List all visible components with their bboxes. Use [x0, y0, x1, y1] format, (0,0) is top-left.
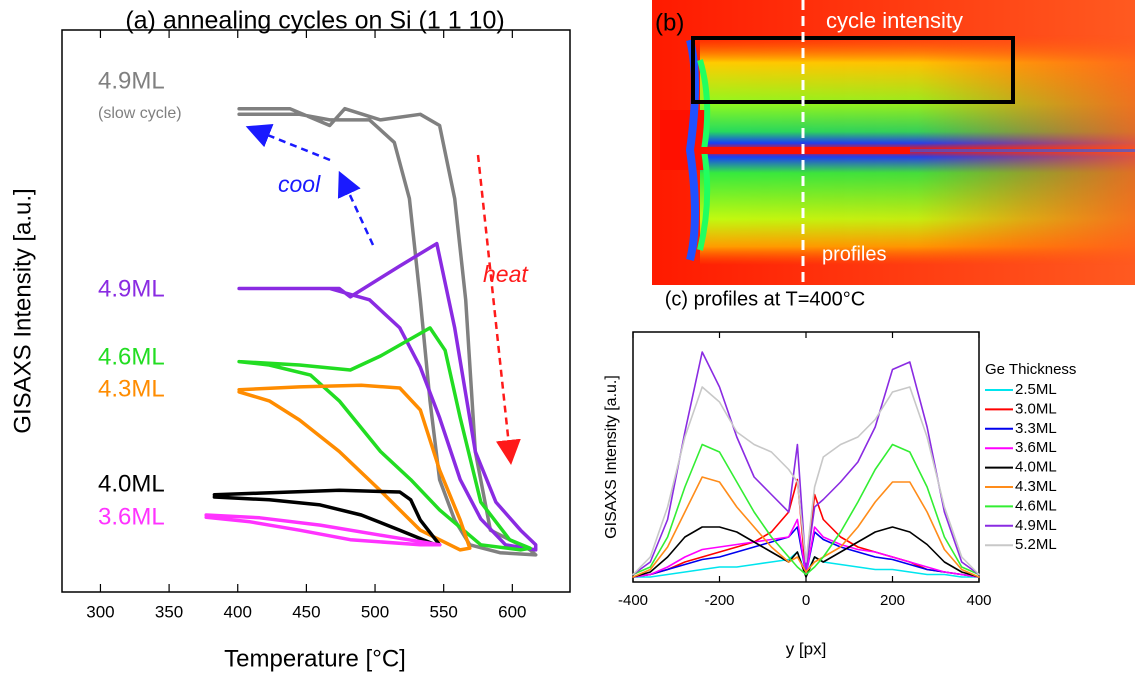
- legend-label: 4.9ML: [1015, 517, 1057, 534]
- y-axis-label: GISAXS Intensity [a.u.]: [603, 375, 620, 539]
- x-tick-label: 400: [224, 602, 252, 621]
- series-label: 4.0ML: [98, 470, 165, 497]
- x-tick-label: 0: [802, 592, 810, 609]
- x-tick-label: 200: [880, 592, 905, 609]
- series-line: [632, 351, 980, 576]
- x-tick-label: 450: [292, 602, 320, 621]
- annotation: cool: [278, 171, 321, 197]
- series-label: 3.6ML: [98, 503, 165, 530]
- series-label: 4.9ML: [98, 275, 165, 302]
- legend-label: 3.0ML: [1015, 400, 1057, 417]
- legend-label: 3.3ML: [1015, 420, 1057, 437]
- series-line: [237, 383, 472, 552]
- x-tick-label: 600: [498, 602, 526, 621]
- series-line: [237, 241, 538, 552]
- x-tick-label: -200: [704, 592, 734, 609]
- series-line: [204, 513, 442, 547]
- panel-label: (b): [655, 9, 684, 36]
- series-line: [632, 526, 980, 578]
- legend-title: Ge Thickness: [985, 361, 1076, 378]
- box-label: cycle intensity: [826, 8, 963, 33]
- x-tick-label: 300: [86, 602, 114, 621]
- legend-label: 4.3ML: [1015, 478, 1057, 495]
- series-line: [237, 326, 532, 552]
- y-axis-label: GISAXS Intensity [a.u.]: [9, 188, 36, 433]
- legend-label: 4.6ML: [1015, 497, 1057, 514]
- x-axis-label: y [px]: [786, 639, 827, 658]
- series-line: [632, 476, 980, 578]
- series-label: 4.9ML: [98, 67, 165, 94]
- detector-image: [652, 0, 1135, 285]
- line-label: profiles: [822, 243, 886, 265]
- x-tick-label: 400: [966, 592, 991, 609]
- x-tick-label: 500: [361, 602, 389, 621]
- chart-title: (c) profiles at T=400°C: [665, 288, 866, 310]
- plot-frame: [61, 29, 571, 593]
- x-axis-label: Temperature [°C]: [224, 645, 406, 672]
- x-tick-label: 550: [429, 602, 457, 621]
- legend-label: 5.2ML: [1015, 536, 1057, 553]
- arrows: [245, 123, 521, 465]
- series-label: 4.3ML: [98, 375, 165, 402]
- annotation: (slow cycle): [98, 105, 182, 122]
- x-tick-label: 350: [155, 602, 183, 621]
- series-line: [632, 386, 980, 576]
- legend-label: 4.0ML: [1015, 459, 1057, 476]
- legend-label: 3.6ML: [1015, 439, 1057, 456]
- legend-label: 2.5ML: [1015, 381, 1057, 398]
- x-tick-label: -400: [618, 592, 648, 609]
- series-line: [237, 106, 538, 557]
- series-label: 4.6ML: [98, 343, 165, 370]
- series-line: [632, 443, 980, 576]
